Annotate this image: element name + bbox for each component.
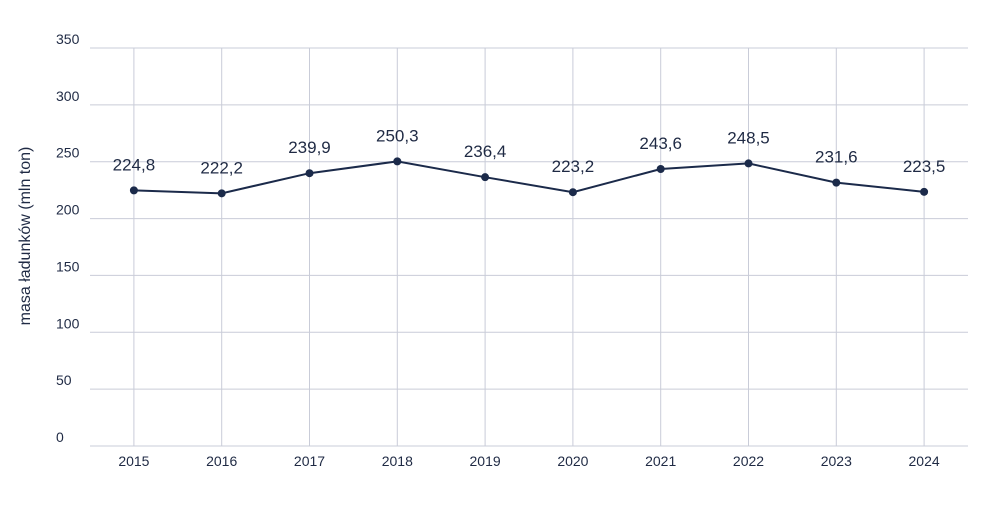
y-tick-label: 100	[56, 315, 80, 331]
data-point	[744, 159, 753, 168]
data-label: 222,2	[200, 158, 243, 177]
y-tick-label: 200	[56, 202, 80, 218]
data-point	[656, 164, 665, 173]
x-tick-label: 2016	[206, 453, 237, 469]
x-tick-label: 2023	[821, 453, 852, 469]
series-layer	[129, 157, 929, 198]
grid-layer	[90, 47, 968, 447]
data-point	[305, 169, 314, 178]
data-labels: 224,8 222,2 239,9 250,3 236,4 223,2 243,6 248,5…	[113, 126, 946, 177]
data-label: 243,6	[639, 134, 682, 153]
data-point	[832, 178, 841, 187]
data-point	[481, 173, 490, 182]
data-label: 223,2	[552, 157, 595, 176]
y-tick-label: 250	[56, 145, 80, 161]
data-label: 224,8	[113, 155, 156, 174]
data-label: 236,4	[464, 142, 507, 161]
x-tick-label: 2015	[118, 453, 149, 469]
x-tick-label: 2021	[645, 453, 676, 469]
y-tick-label: 0	[56, 429, 64, 445]
y-tick-label: 300	[56, 88, 80, 104]
x-tick-label: 2020	[557, 453, 588, 469]
series-line	[133, 160, 925, 195]
data-point	[393, 157, 402, 166]
x-tick-label: 2017	[294, 453, 325, 469]
y-axis-ticks: 0 50 100 150 200 250 300 350	[56, 31, 80, 445]
data-label: 239,9	[288, 138, 331, 157]
data-label: 231,6	[815, 148, 858, 167]
y-axis-label: masa ładunków (mln ton)	[17, 147, 34, 326]
data-point	[920, 187, 929, 196]
y-tick-label: 50	[56, 372, 72, 388]
data-label: 223,5	[903, 157, 946, 176]
data-point	[217, 189, 226, 198]
x-tick-label: 2022	[733, 453, 764, 469]
x-tick-label: 2018	[382, 453, 413, 469]
data-point	[568, 188, 577, 197]
data-label: 250,3	[376, 126, 419, 145]
y-tick-label: 350	[56, 31, 80, 47]
x-axis-ticks: 2015 2016 2017 2018 2019 2020 2021 2022 2023 2024	[118, 453, 940, 469]
x-tick-label: 2019	[470, 453, 501, 469]
y-tick-label: 150	[56, 258, 80, 274]
x-tick-label: 2024	[909, 453, 940, 469]
data-point	[129, 186, 138, 195]
data-label: 248,5	[727, 128, 770, 147]
